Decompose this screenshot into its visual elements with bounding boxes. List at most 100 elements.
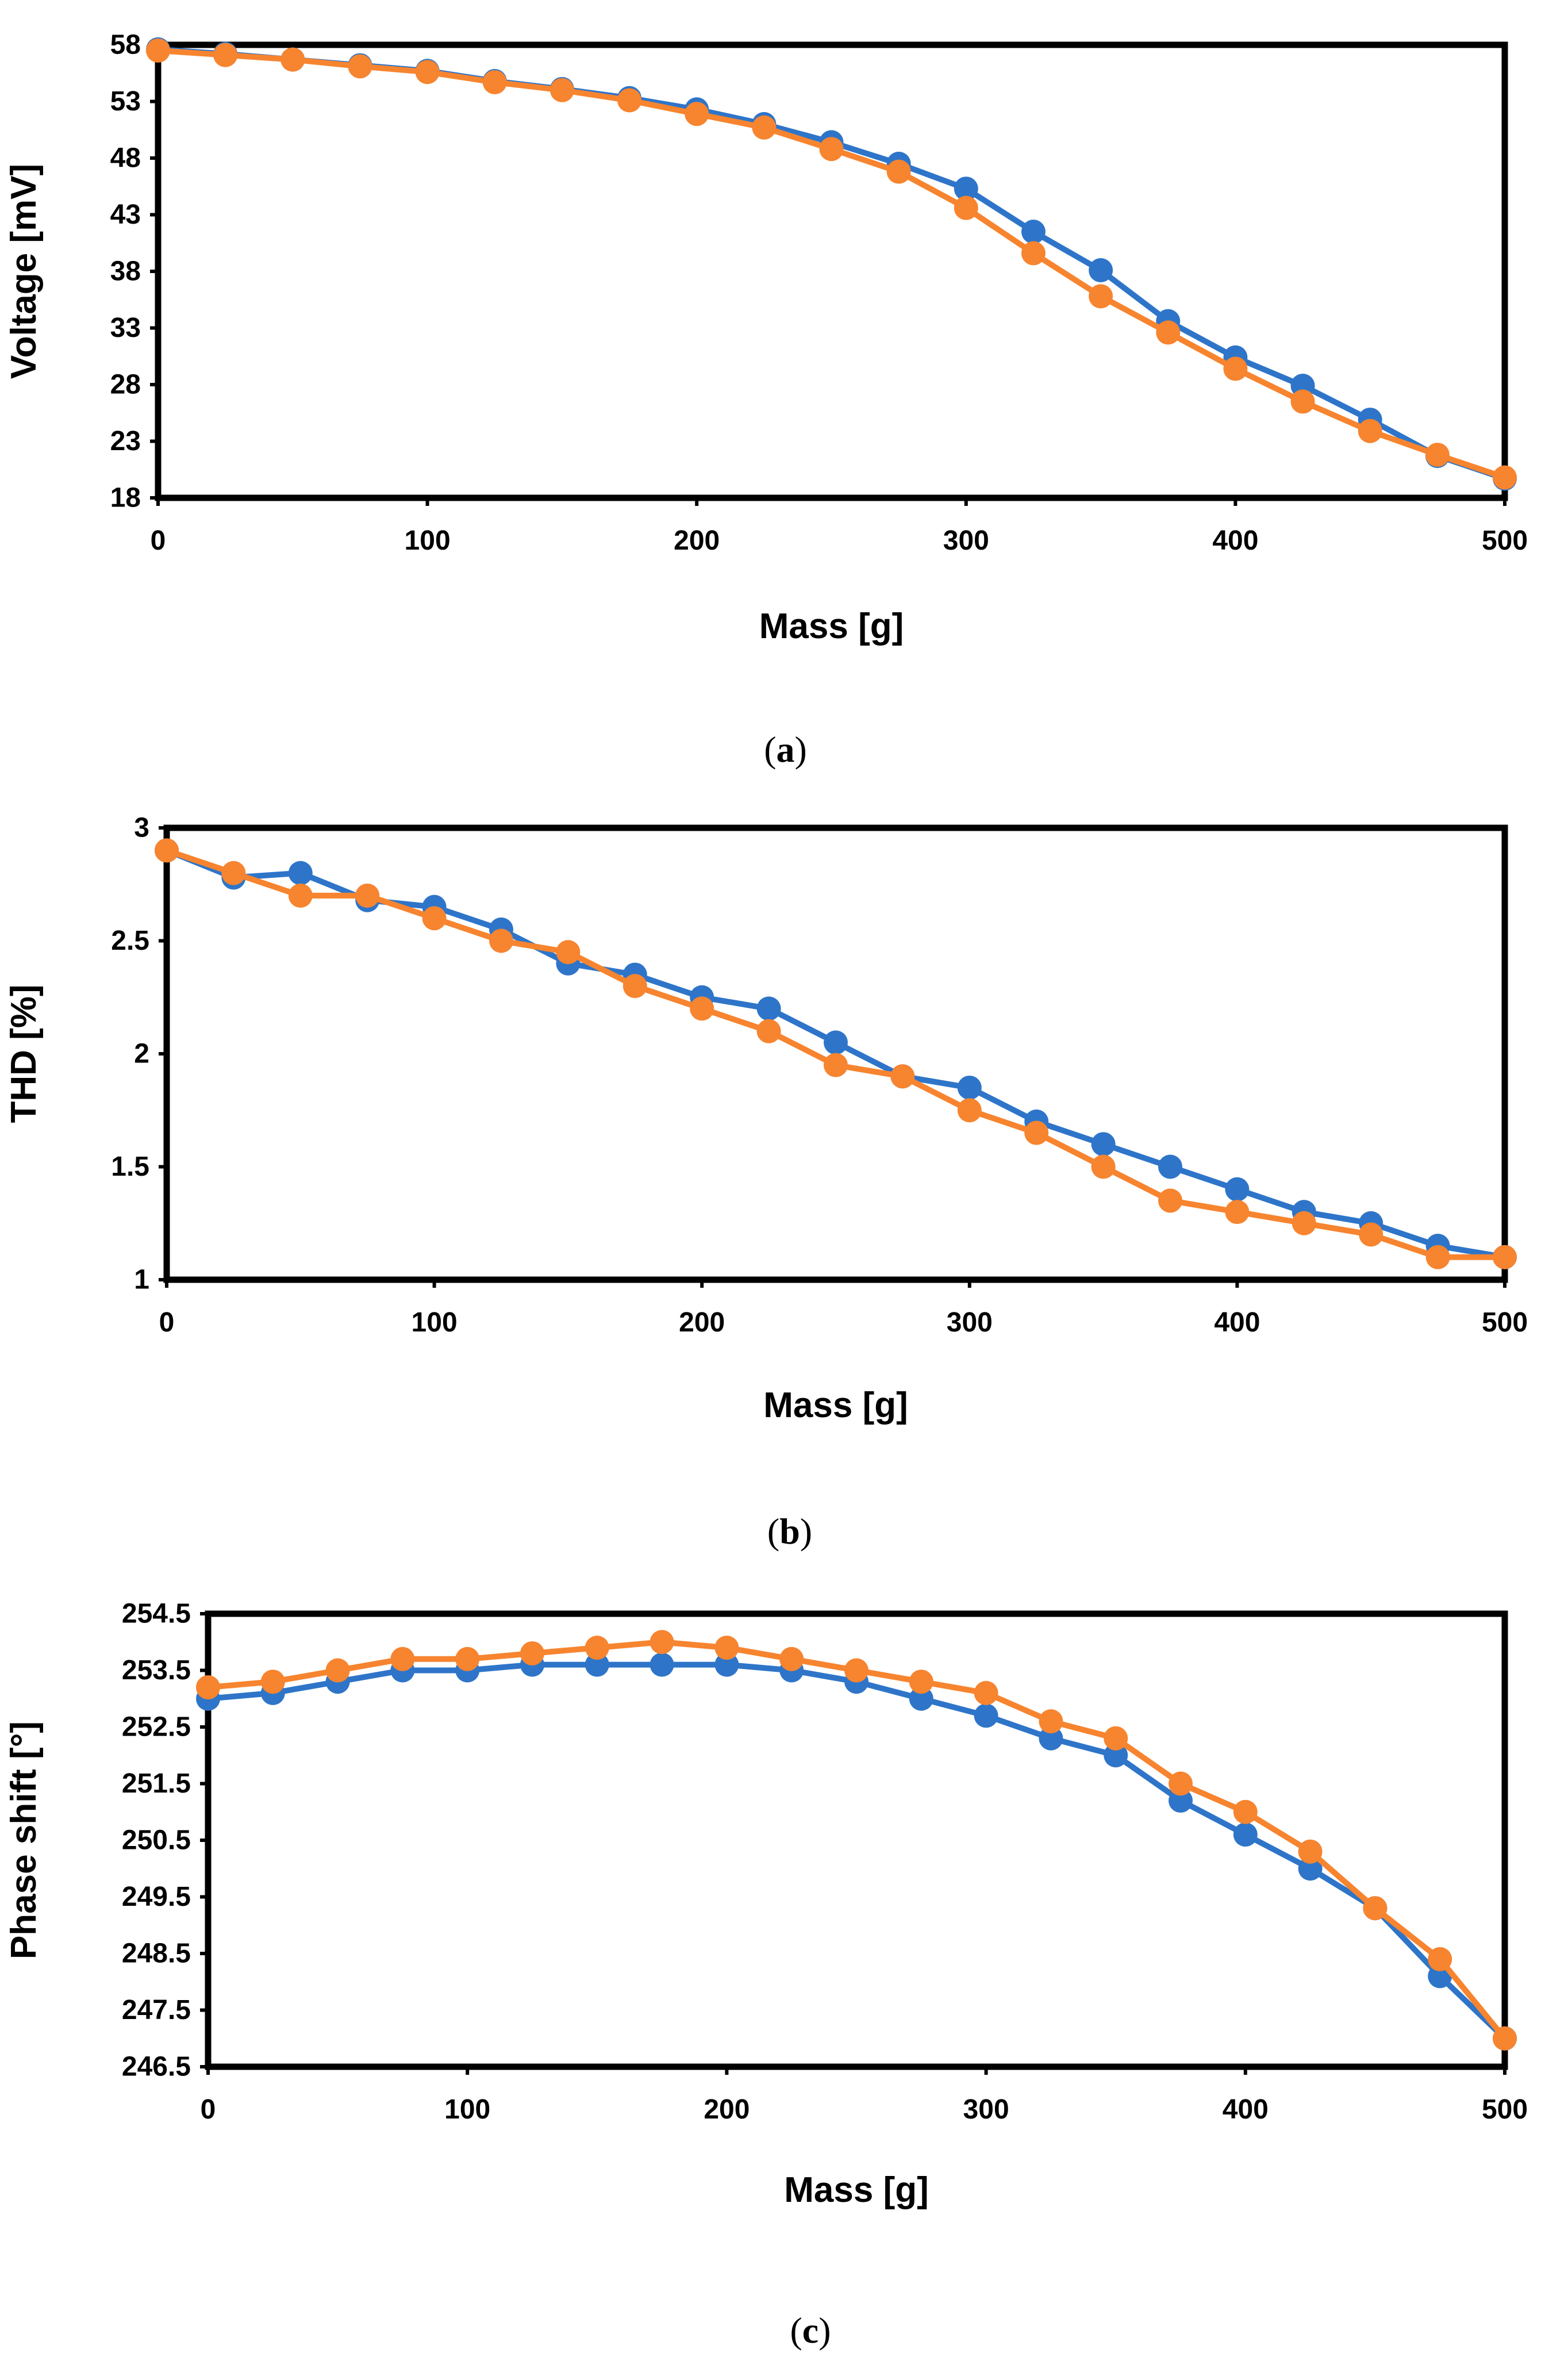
series-2-point [1425, 443, 1450, 467]
caption-letter: a [777, 729, 795, 770]
series-2-point [390, 1647, 415, 1671]
series-2-point [422, 906, 447, 931]
series-2-point [1428, 1947, 1452, 1971]
series-2-point [1091, 1154, 1116, 1179]
y-tick-label: 3 [134, 813, 149, 843]
series-2-point [650, 1630, 674, 1655]
y-tick-label: 43 [110, 199, 141, 230]
series-2-point [1358, 419, 1382, 443]
y-tick-label: 18 [110, 483, 141, 513]
series-2-point [1024, 1120, 1049, 1145]
x-tick-label: 300 [947, 1307, 993, 1338]
series-1-point [756, 996, 781, 1021]
x-tick-label: 500 [1482, 525, 1528, 556]
series-2-point [415, 60, 440, 85]
x-tick-label: 200 [679, 1307, 725, 1338]
x-tick-label: 100 [412, 1307, 458, 1338]
y-tick-label: 53 [110, 86, 141, 117]
series-2-point [1089, 284, 1113, 309]
series-2-point [348, 54, 372, 79]
series-1-point [974, 1703, 998, 1728]
x-tick-label: 200 [704, 2094, 750, 2125]
plot-frame [163, 824, 1508, 1283]
panel-caption: (c) [790, 2310, 831, 2351]
series-2-point [1104, 1726, 1128, 1751]
series-1-point [957, 1075, 982, 1100]
caption-open-paren: ( [790, 2310, 802, 2351]
series-1-point [585, 1652, 609, 1677]
series-2-point [455, 1647, 480, 1671]
series-1-point [824, 1030, 848, 1055]
chart-panel-c: 246.5 247.5 248.5 249.5 250.5 251.5 252.5 253.5… [4, 1599, 1528, 2351]
x-tick-label: 300 [943, 525, 989, 556]
caption-open-paren: ( [767, 1511, 779, 1552]
plot-frame [205, 1610, 1508, 2070]
y-tick-label: 23 [110, 426, 141, 456]
series-2-point [890, 1064, 915, 1089]
series-2-point [1158, 1188, 1182, 1213]
series-1-point [1225, 1177, 1250, 1202]
y-axis-title: Voltage [mV] [4, 164, 44, 379]
series-2-point [819, 137, 844, 162]
series-2-point [1425, 1245, 1450, 1269]
y-axis-title: THD [%] [4, 984, 44, 1123]
caption-letter: b [779, 1511, 800, 1552]
x-tick-label: 500 [1482, 2094, 1528, 2125]
series-2-point [155, 838, 179, 863]
y-tick-label: 2.5 [111, 926, 149, 956]
series-1-point [1089, 258, 1113, 283]
x-tick-label: 400 [1223, 2094, 1269, 2125]
series-1-point [1039, 1726, 1063, 1751]
series-2-point [1233, 1799, 1258, 1824]
x-tick-label: 300 [963, 2094, 1009, 2125]
y-tick-label: 38 [110, 256, 141, 287]
series-2-point [1225, 1200, 1250, 1225]
series-line-1 [155, 46, 1508, 482]
y-tick-label: 251.5 [122, 1768, 191, 1799]
series-2-point [280, 47, 305, 72]
y-tick-label: 248.5 [122, 1939, 191, 1969]
plot-frame [155, 41, 1508, 501]
series-2-point [1493, 465, 1517, 490]
series-2-point [909, 1670, 933, 1694]
series-2-point [824, 1053, 848, 1077]
series-1-point [1091, 1132, 1116, 1157]
x-tick-label: 200 [674, 525, 720, 556]
y-tick-label: 33 [110, 313, 141, 343]
y-tick-label: 247.5 [122, 1995, 191, 2025]
series-1-point [1169, 1789, 1193, 1813]
y-tick-label: 246.5 [122, 2052, 191, 2082]
y-axis-title: Phase shift [°] [4, 1721, 44, 1959]
series-2-point [196, 1675, 220, 1700]
series-2-point [325, 1658, 350, 1683]
x-tick-label: 400 [1214, 1307, 1260, 1338]
series-1-point [1104, 1743, 1128, 1768]
series-2-point [482, 70, 507, 95]
series-2-point [1298, 1839, 1323, 1864]
caption-close-paren: ) [800, 1511, 812, 1552]
series-2-point [1169, 1771, 1193, 1796]
series-1-point [909, 1686, 933, 1711]
y-tick-label: 254.5 [122, 1599, 191, 1629]
series-2-point [556, 940, 581, 965]
series-2-point [221, 861, 246, 885]
series-2-point [685, 102, 709, 126]
series-2-point [1021, 241, 1046, 266]
x-axis-title: Mass [g] [763, 1386, 908, 1425]
series-2-point [779, 1647, 804, 1671]
series-2-point [954, 195, 978, 220]
x-tick-label: 100 [405, 525, 451, 556]
x-tick-label: 400 [1212, 525, 1258, 556]
series-2-point [1223, 356, 1248, 381]
series-1-point [1158, 1154, 1182, 1179]
series-2-point [489, 928, 513, 953]
series-2-point [1292, 1211, 1316, 1235]
series-2-point [617, 88, 642, 113]
series-2-point [1493, 2026, 1517, 2051]
y-tick-label: 58 [110, 30, 141, 60]
y-tick-label: 48 [110, 143, 141, 174]
series-2-point [752, 115, 777, 140]
series-2-point [1156, 320, 1181, 345]
series-2-point [957, 1098, 982, 1123]
